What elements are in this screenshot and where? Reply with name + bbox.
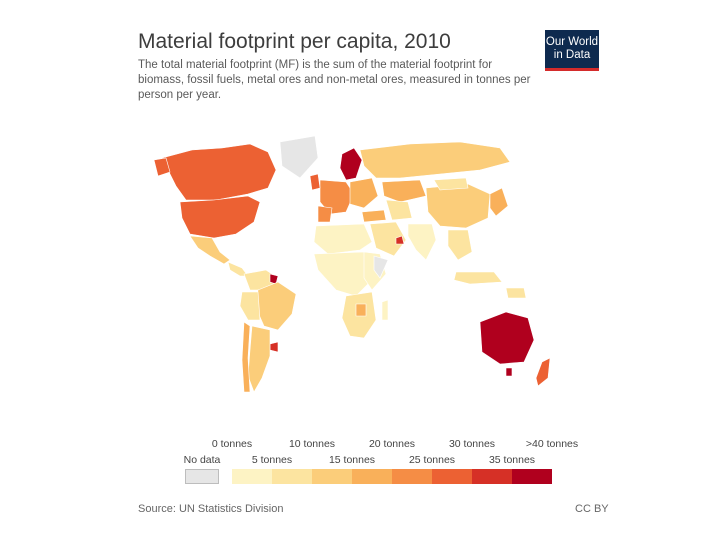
legend-bin-10-15[interactable] — [312, 469, 352, 484]
region-papua-new-guinea — [505, 287, 527, 299]
region-brazil — [255, 281, 297, 331]
legend-bin-0-5[interactable] — [232, 469, 272, 484]
region-southeast-asia — [447, 229, 473, 261]
region-norway-sweden-finland — [339, 147, 363, 181]
region-new-zealand — [535, 357, 551, 387]
legend: 0 tonnes 10 tonnes 20 tonnes 30 tonnes >… — [180, 438, 600, 488]
region-eastern-europe — [349, 177, 379, 209]
owid-logo[interactable]: Our World in Data — [545, 30, 599, 71]
region-somalia — [373, 255, 389, 279]
region-north-africa — [313, 223, 373, 255]
region-mexico — [189, 235, 231, 265]
legend-label-0: 0 tonnes — [211, 438, 253, 450]
legend-bin-25-30[interactable] — [432, 469, 472, 484]
page-title: Material footprint per capita, 2010 — [138, 30, 451, 53]
region-kazakhstan — [381, 179, 427, 203]
legend-label-15: 15 tonnes — [328, 454, 376, 466]
region-middle-east — [369, 221, 407, 257]
region-west-central-africa — [313, 251, 373, 297]
region-turkey — [361, 209, 387, 223]
world-map[interactable] — [150, 130, 570, 400]
legend-label-35: 35 tonnes — [488, 454, 536, 466]
region-madagascar — [381, 299, 389, 321]
legend-label-10: 10 tonnes — [288, 438, 336, 450]
legend-bin-30-35[interactable] — [472, 469, 512, 484]
region-uk-ireland — [309, 173, 321, 191]
legend-no-data-swatch[interactable] — [185, 469, 219, 484]
legend-bin-20-25[interactable] — [392, 469, 432, 484]
chart-subtitle: The total material footprint (MF) is the… — [138, 59, 531, 101]
legend-no-data-label: No data — [183, 454, 221, 466]
region-chile — [241, 321, 251, 393]
region-uruguay — [269, 341, 279, 353]
legend-bin-15-20[interactable] — [352, 469, 392, 484]
region-russia — [359, 141, 511, 179]
region-argentina — [247, 325, 271, 393]
legend-bin-5-10[interactable] — [272, 469, 312, 484]
region-alaska — [153, 157, 171, 177]
source-note: Source: UN Statistics Division — [138, 503, 284, 515]
legend-label-40: >40 tonnes — [525, 438, 579, 450]
legend-label-20: 20 tonnes — [368, 438, 416, 450]
region-botswana — [355, 303, 367, 317]
region-western-europe — [319, 179, 355, 215]
legend-label-30: 30 tonnes — [448, 438, 496, 450]
region-australia — [479, 311, 535, 365]
region-china — [425, 183, 491, 229]
region-korea-japan — [489, 187, 509, 217]
legend-label-25: 25 tonnes — [408, 454, 456, 466]
region-greenland — [279, 135, 319, 179]
license-link[interactable]: CC BY — [575, 503, 609, 515]
logo-line-2: in Data — [553, 49, 591, 61]
region-indonesia — [453, 271, 503, 285]
region-usa — [179, 195, 261, 239]
legend-bin-35-40[interactable] — [512, 469, 552, 484]
legend-label-5: 5 tonnes — [251, 454, 293, 466]
region-uae — [395, 235, 405, 245]
region-central-america — [227, 261, 249, 277]
region-iberia — [317, 205, 333, 223]
region-peru-bolivia — [239, 291, 261, 321]
region-india — [407, 223, 437, 261]
logo-line-1: Our World — [545, 36, 599, 48]
region-canada — [161, 143, 277, 201]
region-central-asia — [385, 199, 413, 221]
region-tasmania — [505, 367, 513, 377]
region-mongolia — [433, 177, 469, 191]
